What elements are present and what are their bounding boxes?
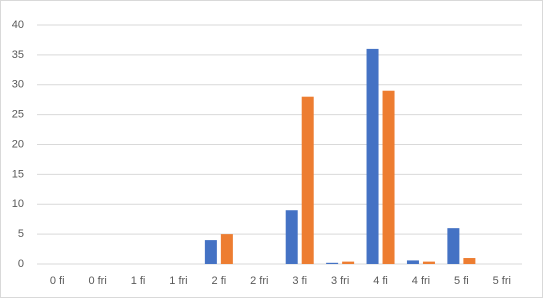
bar — [422, 261, 435, 264]
x-tick-label: 1 fi — [131, 275, 146, 287]
x-tick-label: 3 fi — [292, 275, 307, 287]
y-tick-label: 0 — [18, 258, 24, 270]
bar — [447, 228, 460, 264]
bar — [301, 96, 314, 264]
bar — [204, 240, 217, 264]
x-tick-label: 1 fri — [169, 275, 187, 287]
y-tick-label: 5 — [18, 228, 24, 240]
x-tick-label: 5 fi — [454, 275, 469, 287]
bar — [285, 210, 298, 264]
y-tick-label: 25 — [12, 109, 24, 121]
bar — [406, 260, 419, 264]
x-tick-label: 2 fri — [250, 275, 268, 287]
y-tick-label: 20 — [12, 138, 24, 150]
x-tick-label: 3 fri — [331, 275, 349, 287]
x-tick-label: 4 fi — [373, 275, 388, 287]
bar — [220, 234, 233, 264]
bar — [366, 48, 379, 265]
y-tick-label: 40 — [12, 19, 24, 31]
x-tick-label: 4 fri — [412, 275, 430, 287]
y-tick-label: 15 — [12, 168, 24, 180]
bar — [342, 261, 355, 264]
y-tick-label: 10 — [12, 198, 24, 210]
x-tick-label: 2 fi — [212, 275, 227, 287]
y-tick-label: 30 — [12, 79, 24, 91]
bar — [463, 258, 476, 264]
bar — [326, 262, 339, 264]
x-tick-label: 5 fri — [493, 275, 511, 287]
bar — [382, 90, 395, 264]
x-tick-label: 0 fri — [88, 275, 106, 287]
x-tick-label: 0 fi — [50, 275, 65, 287]
y-tick-label: 35 — [12, 49, 24, 61]
